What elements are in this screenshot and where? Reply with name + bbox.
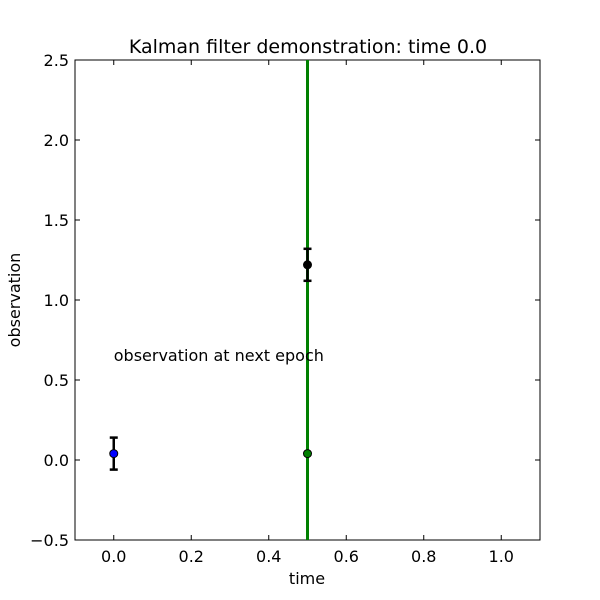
chart-title: Kalman filter demonstration: time 0.0 [129,36,487,58]
y-tick-label: 2.5 [44,51,69,70]
x-tick-label: 0.2 [179,547,204,566]
y-tick-label: 2.0 [44,131,69,150]
y-tick-label: 0.5 [44,371,69,390]
x-tick-label: 0.0 [101,547,126,566]
annotation-text: observation at next epoch [114,346,324,365]
data-point [303,449,312,459]
y-tick-label: −0.5 [30,531,69,550]
data-point [109,449,119,459]
y-tick-label: 1.0 [44,291,69,310]
x-tick-label: 0.4 [256,547,281,566]
y-tick-label: 1.5 [44,211,69,230]
y-axis-label: observation [5,253,24,348]
x-tick-label: 1.0 [489,547,514,566]
y-tick-label: 0.0 [44,451,69,470]
data-point [303,260,312,270]
x-tick-label: 0.8 [411,547,436,566]
x-axis-label: time [289,569,325,588]
plot-area: 0.0 0.2 0.4 0.6 0.8 1.0 −0.5 0.0 0.5 1.0 1.5 2.0 2.5… [30,51,541,566]
x-tick-label: 0.6 [334,547,359,566]
